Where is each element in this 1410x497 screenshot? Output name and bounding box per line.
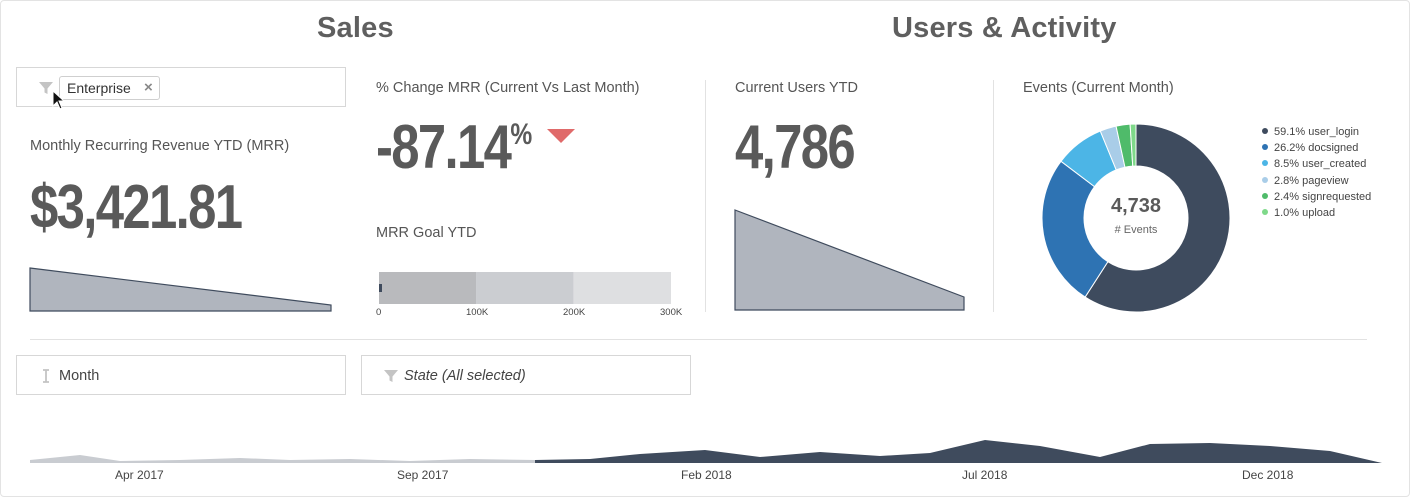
- mrr-goal-bullet-chart: [379, 272, 671, 304]
- legend-dot-icon: [1262, 160, 1268, 167]
- legend-item-pageview[interactable]: 2.8% pageview: [1262, 173, 1349, 189]
- goal-tick-200k: 200K: [563, 307, 586, 318]
- users-title: Current Users YTD: [735, 80, 859, 96]
- users-activity-section-title: Users & Activity: [892, 12, 1117, 44]
- filter-icon: [384, 370, 398, 382]
- legend-item-signrequested[interactable]: 2.4% signrequested: [1262, 189, 1371, 205]
- donut-slice-docsigned[interactable]: [1041, 160, 1109, 298]
- legend-dot-icon: [1262, 192, 1268, 199]
- mrr-title: Monthly Recurring Revenue YTD (MRR): [30, 138, 290, 154]
- events-title: Events (Current Month): [1023, 80, 1174, 96]
- mrr-sparkline: [29, 267, 332, 312]
- change-mrr-value: -87.14%: [376, 112, 532, 183]
- legend-item-user-created[interactable]: 8.5% user_created: [1262, 156, 1366, 172]
- range-handle-icon: [43, 369, 49, 383]
- timeline-label-jul-2018: Jul 2018: [962, 468, 1008, 482]
- change-mrr-unit: %: [510, 118, 533, 151]
- divider-vertical-2: [993, 80, 994, 312]
- legend-item-user-login[interactable]: 59.1% user_login: [1262, 124, 1359, 140]
- users-value: 4,786: [735, 113, 856, 182]
- mrr-value: $3,421.81: [30, 173, 243, 242]
- legend-item-upload[interactable]: 1.0% upload: [1262, 205, 1335, 221]
- timeline-label-sep-2017: Sep 2017: [397, 468, 449, 482]
- divider-vertical-1: [705, 80, 706, 312]
- legend-dot-icon: [1262, 176, 1268, 183]
- legend-dot-icon: [1262, 144, 1268, 151]
- legend-label: 26.2% docsigned: [1274, 142, 1359, 155]
- legend-label: 2.8% pageview: [1274, 174, 1349, 187]
- month-control-label: Month: [59, 368, 100, 384]
- chip-label: Enterprise: [67, 80, 131, 96]
- donut-slice-user-login[interactable]: [1084, 123, 1231, 313]
- legend-label: 59.1% user_login: [1274, 126, 1360, 138]
- goal-band-2: [476, 272, 574, 304]
- legend-label: 8.5% user_created: [1274, 158, 1367, 171]
- enterprise-chip[interactable]: Enterprise ×: [59, 76, 160, 100]
- divider-horizontal: [30, 339, 1367, 340]
- legend-label: 2.4% signrequested: [1274, 190, 1372, 203]
- chip-remove-icon[interactable]: ×: [144, 79, 153, 96]
- month-control[interactable]: Month: [16, 355, 346, 395]
- trend-down-icon: [547, 129, 575, 143]
- change-mrr-title: % Change MRR (Current Vs Last Month): [376, 80, 640, 96]
- timeline-range-selector[interactable]: [30, 436, 1382, 464]
- goal-tick-0: 0: [376, 307, 382, 318]
- timeline-label-dec-2018: Dec 2018: [1242, 468, 1294, 482]
- mouse-cursor-icon: [52, 90, 66, 110]
- mrr-goal-title: MRR Goal YTD: [376, 225, 477, 241]
- segment-filter[interactable]: Enterprise ×: [16, 67, 346, 107]
- goal-band-3: [573, 272, 671, 304]
- legend-dot-icon: [1262, 128, 1268, 135]
- donut-slice-upload[interactable]: [1129, 123, 1137, 167]
- change-mrr-number: -87.14: [376, 113, 512, 182]
- sales-section-title: Sales: [317, 12, 394, 44]
- users-sparkline: [734, 209, 965, 311]
- filter-icon: [39, 82, 53, 94]
- donut-center-value: 4,738: [1110, 195, 1162, 217]
- state-filter-label: State (All selected): [404, 368, 526, 384]
- events-donut-chart: [1041, 123, 1231, 313]
- timeline-label-apr-2017: Apr 2017: [115, 468, 164, 482]
- legend-dot-icon: [1262, 209, 1268, 216]
- goal-tick-300k: 300K: [660, 307, 683, 318]
- goal-current-value-bar: [379, 284, 382, 292]
- legend-label: 1.0% upload: [1274, 207, 1336, 219]
- timeline-label-feb-2018: Feb 2018: [681, 468, 732, 482]
- state-filter[interactable]: State (All selected): [361, 355, 691, 395]
- goal-tick-100k: 100K: [466, 307, 489, 318]
- donut-center-label: # Events: [1114, 224, 1158, 236]
- goal-band-1: [379, 272, 477, 304]
- legend-item-docsigned[interactable]: 26.2% docsigned: [1262, 140, 1358, 156]
